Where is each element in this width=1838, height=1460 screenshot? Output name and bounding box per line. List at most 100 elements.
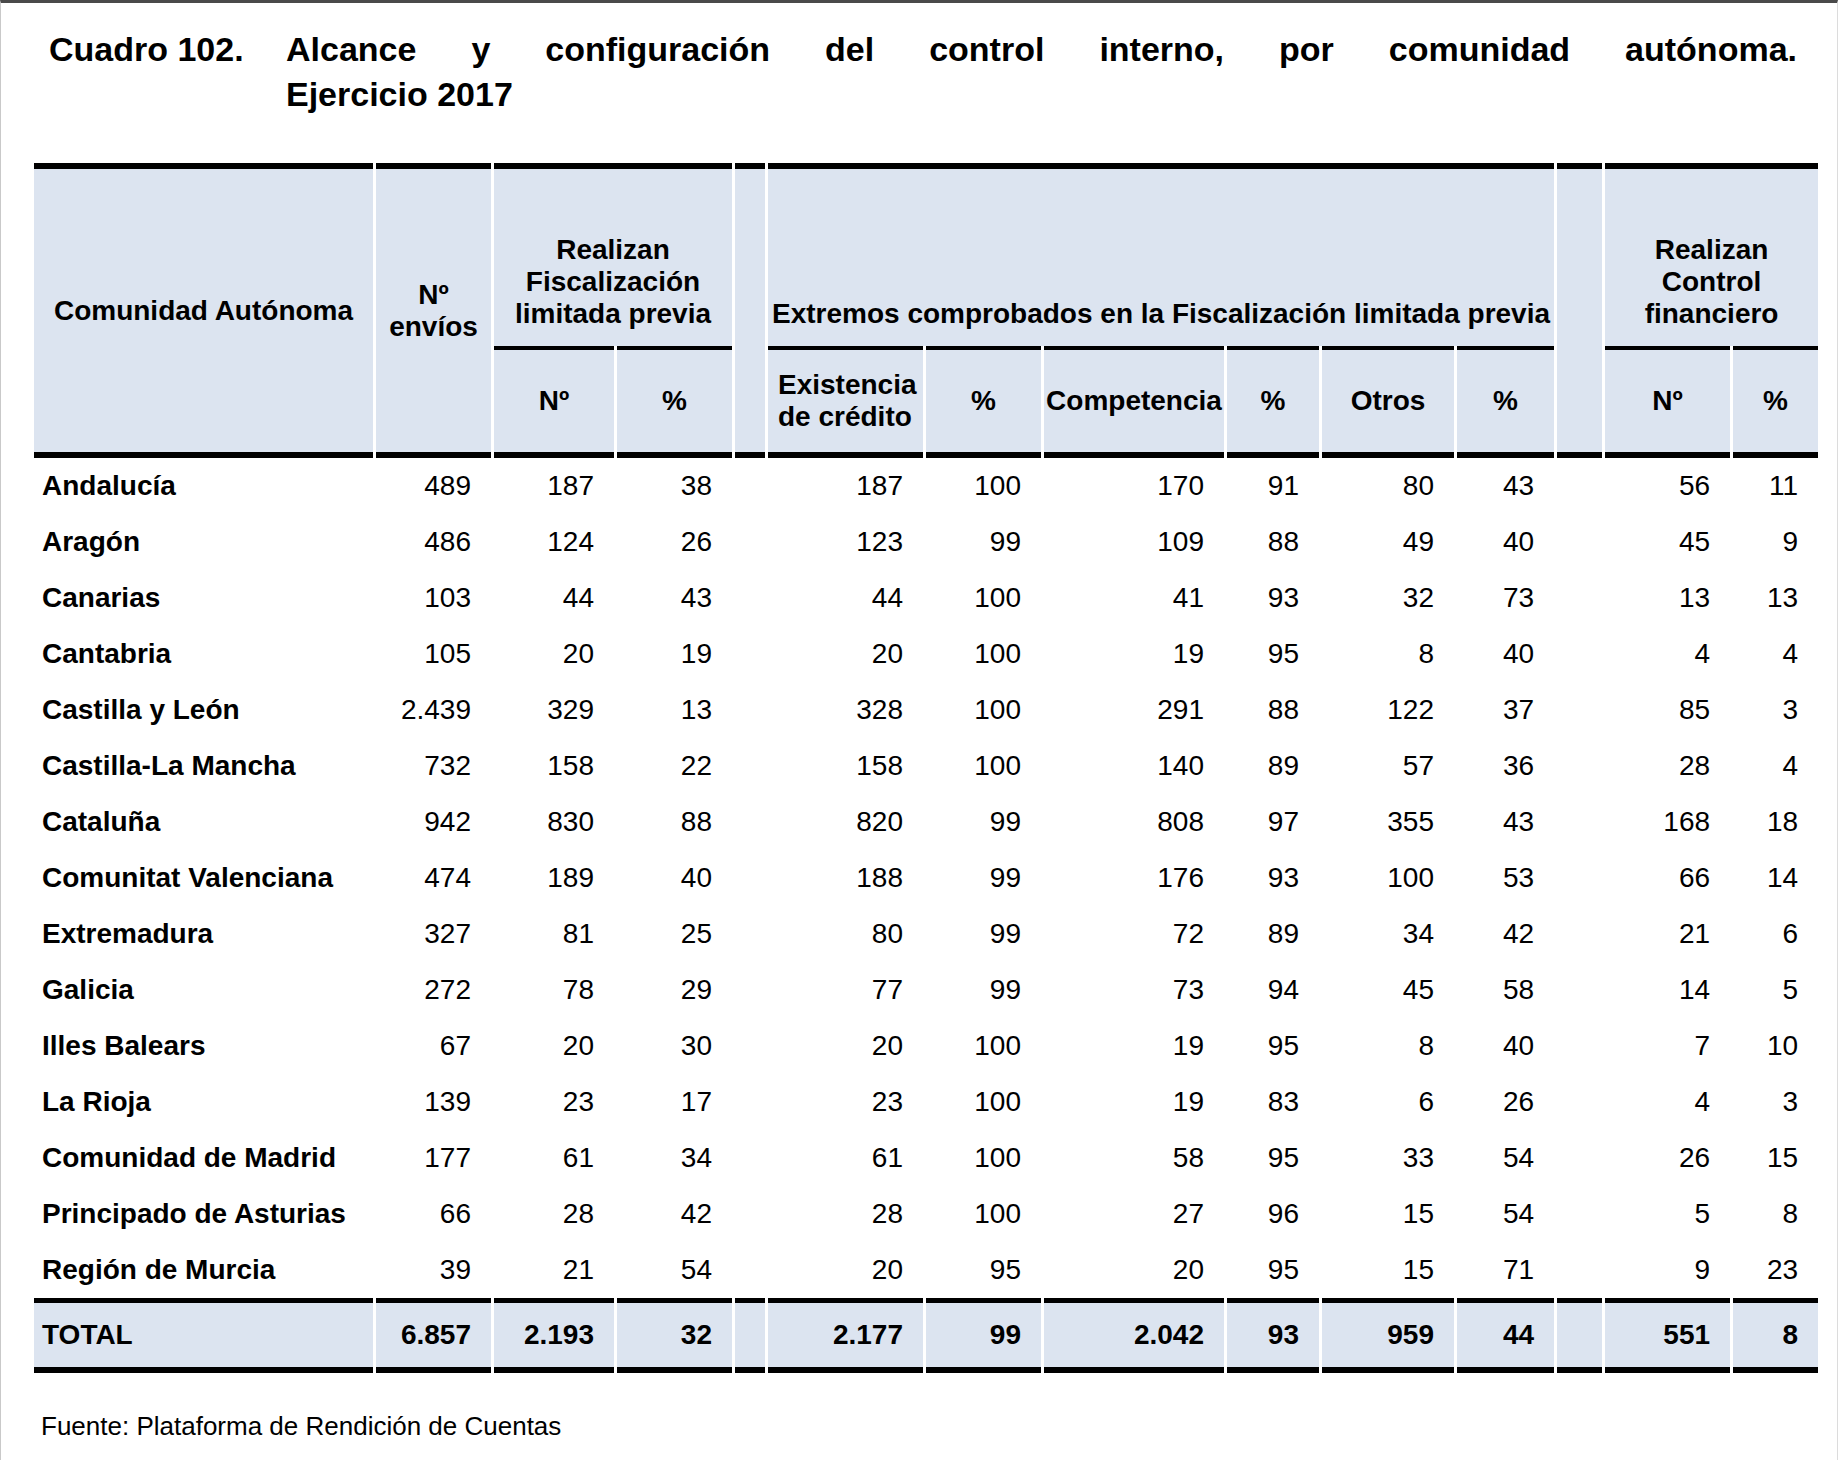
value-cell: 42 xyxy=(1457,906,1554,962)
source-note: Fuente: Plataforma de Rendición de Cuent… xyxy=(41,1401,1837,1451)
subheader-ctrl-pct: % xyxy=(1733,346,1818,458)
value-cell: 105 xyxy=(376,626,491,682)
value-cell: 14 xyxy=(1733,850,1818,906)
value-cell: 88 xyxy=(617,794,732,850)
subheader-otros-pct: % xyxy=(1457,346,1554,458)
region-name-cell: La Rioja xyxy=(34,1074,373,1130)
value-cell: 4 xyxy=(1605,626,1730,682)
value-cell: 17 xyxy=(617,1074,732,1130)
region-name-cell: Aragón xyxy=(34,514,373,570)
value-cell: 77 xyxy=(768,962,923,1018)
value-cell: 100 xyxy=(926,458,1041,514)
spacer-cell xyxy=(735,1074,765,1130)
value-cell: 8 xyxy=(1733,1298,1818,1373)
value-cell: 37 xyxy=(1457,682,1554,738)
value-cell: 99 xyxy=(926,850,1041,906)
table-row: Galicia2727829779973944558145 xyxy=(34,962,1818,1018)
table-row: Castilla-La Mancha7321582215810014089573… xyxy=(34,738,1818,794)
value-cell: 10 xyxy=(1733,1018,1818,1074)
value-cell: 2.193 xyxy=(494,1298,614,1373)
value-cell: 95 xyxy=(1227,1242,1319,1298)
value-cell: 73 xyxy=(1044,962,1224,1018)
value-cell: 40 xyxy=(617,850,732,906)
table-row: Aragón4861242612399109884940459 xyxy=(34,514,1818,570)
spacer-cell xyxy=(735,514,765,570)
value-cell: 54 xyxy=(1457,1130,1554,1186)
value-cell: 53 xyxy=(1457,850,1554,906)
spacer-cell xyxy=(735,1242,765,1298)
title-label: Cuadro 102. xyxy=(49,27,244,72)
value-cell: 830 xyxy=(494,794,614,850)
value-cell: 41 xyxy=(1044,570,1224,626)
value-cell: 20 xyxy=(494,1018,614,1074)
value-cell: 26 xyxy=(617,514,732,570)
value-cell: 188 xyxy=(768,850,923,906)
value-cell: 3 xyxy=(1733,682,1818,738)
value-cell: 14 xyxy=(1605,962,1730,1018)
value-cell: 551 xyxy=(1605,1298,1730,1373)
value-cell: 8 xyxy=(1322,626,1454,682)
value-cell: 45 xyxy=(1605,514,1730,570)
value-cell: 57 xyxy=(1322,738,1454,794)
value-cell: 61 xyxy=(768,1130,923,1186)
spacer-cell xyxy=(1557,906,1602,962)
region-name-cell: Extremadura xyxy=(34,906,373,962)
value-cell: 21 xyxy=(494,1242,614,1298)
value-cell: 100 xyxy=(926,626,1041,682)
spacer-cell xyxy=(735,626,765,682)
table-row: Comunidad de Madrid177613461100589533542… xyxy=(34,1130,1818,1186)
value-cell: 808 xyxy=(1044,794,1224,850)
value-cell: 23 xyxy=(494,1074,614,1130)
spacer-cell xyxy=(1557,1018,1602,1074)
value-cell: 43 xyxy=(617,570,732,626)
value-cell: 27 xyxy=(1044,1186,1224,1242)
table-row: Extremadura3278125809972893442216 xyxy=(34,906,1818,962)
subheader-competencia-pct: % xyxy=(1227,346,1319,458)
value-cell: 124 xyxy=(494,514,614,570)
spacer-cell xyxy=(1557,1242,1602,1298)
value-cell: 95 xyxy=(1227,626,1319,682)
value-cell: 49 xyxy=(1322,514,1454,570)
value-cell: 109 xyxy=(1044,514,1224,570)
value-cell: 45 xyxy=(1322,962,1454,1018)
value-cell: 30 xyxy=(617,1018,732,1074)
spacer-cell xyxy=(1557,794,1602,850)
value-cell: 32 xyxy=(1322,570,1454,626)
nota-note: NOTA: No incluye información del País Va… xyxy=(41,1451,1837,1460)
table-row: Andalucía489187381871001709180435611 xyxy=(34,458,1818,514)
value-cell: 80 xyxy=(1322,458,1454,514)
value-cell: 4 xyxy=(1733,626,1818,682)
region-name-cell: Castilla y León xyxy=(34,682,373,738)
spacer-cell xyxy=(1557,1074,1602,1130)
value-cell: 22 xyxy=(617,738,732,794)
value-cell: 19 xyxy=(617,626,732,682)
value-cell: 29 xyxy=(617,962,732,1018)
spacer-cell xyxy=(1557,850,1602,906)
value-cell: 100 xyxy=(926,1018,1041,1074)
value-cell: 38 xyxy=(617,458,732,514)
value-cell: 73 xyxy=(1457,570,1554,626)
value-cell: 95 xyxy=(926,1242,1041,1298)
value-cell: 291 xyxy=(1044,682,1224,738)
value-cell: 44 xyxy=(494,570,614,626)
table-row: Región de Murcia392154209520951571923 xyxy=(34,1242,1818,1298)
value-cell: 6.857 xyxy=(376,1298,491,1373)
header-envios: Nº envíos xyxy=(376,163,491,458)
value-cell: 36 xyxy=(1457,738,1554,794)
value-cell: 78 xyxy=(494,962,614,1018)
value-cell: 9 xyxy=(1605,1242,1730,1298)
region-name-cell: Comunidad de Madrid xyxy=(34,1130,373,1186)
value-cell: 88 xyxy=(1227,682,1319,738)
table-row: La Rioja139231723100198362643 xyxy=(34,1074,1818,1130)
value-cell: 40 xyxy=(1457,1018,1554,1074)
header-group-control: Realizan Control financiero xyxy=(1605,163,1818,346)
value-cell: 67 xyxy=(376,1018,491,1074)
value-cell: 66 xyxy=(1605,850,1730,906)
value-cell: 56 xyxy=(1605,458,1730,514)
value-cell: 15 xyxy=(1322,1186,1454,1242)
value-cell: 83 xyxy=(1227,1074,1319,1130)
value-cell: 187 xyxy=(768,458,923,514)
value-cell: 43 xyxy=(1457,794,1554,850)
value-cell: 2.177 xyxy=(768,1298,923,1373)
value-cell: 71 xyxy=(1457,1242,1554,1298)
